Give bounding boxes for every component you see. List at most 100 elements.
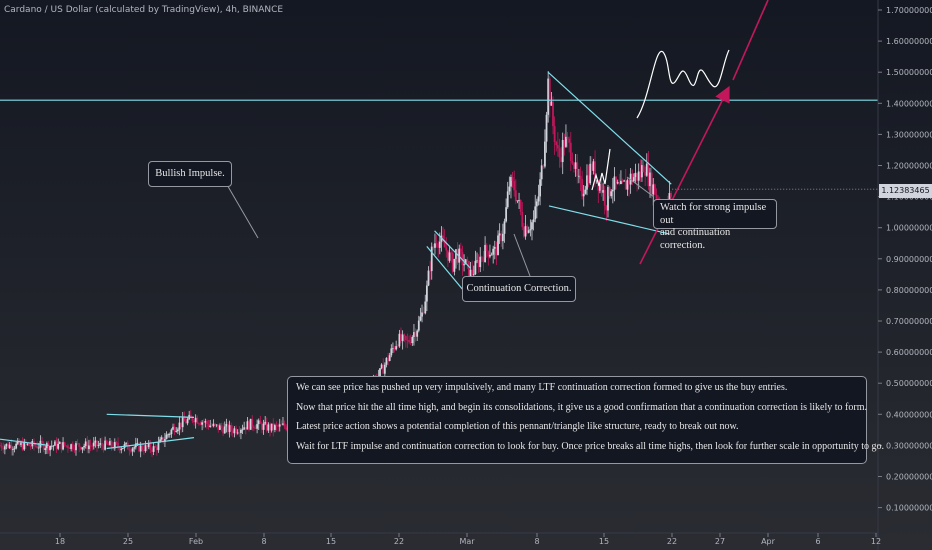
candle-body bbox=[550, 101, 553, 106]
projection-arrow[interactable] bbox=[639, 85, 730, 265]
candle-body bbox=[592, 161, 595, 171]
candle-body bbox=[251, 418, 254, 427]
candle-body bbox=[442, 235, 444, 241]
candle-body bbox=[256, 424, 259, 429]
candle-body bbox=[209, 425, 212, 428]
candle-body bbox=[207, 424, 210, 428]
candle-body bbox=[201, 422, 204, 425]
trendline-ltf-2-top[interactable] bbox=[106, 413, 195, 419]
trendline-ltf-3-top[interactable] bbox=[434, 230, 471, 269]
candle-body bbox=[83, 445, 85, 448]
candle-body bbox=[637, 171, 640, 181]
candle-body bbox=[615, 176, 617, 184]
time-tick-label: 6 bbox=[815, 537, 820, 546]
candle-body bbox=[497, 235, 499, 256]
candle-body bbox=[553, 126, 556, 143]
candle-body bbox=[273, 425, 276, 430]
candle-body bbox=[23, 441, 26, 450]
candle-body bbox=[626, 180, 629, 190]
time-tick-label: Apr bbox=[761, 537, 776, 546]
candle-body bbox=[71, 444, 74, 450]
candle-body bbox=[261, 423, 263, 430]
trendline-ltf-3-bot[interactable] bbox=[426, 245, 467, 294]
candle-body bbox=[474, 260, 477, 275]
candle-body bbox=[523, 226, 525, 237]
candle-body bbox=[220, 425, 223, 429]
candle-body bbox=[421, 312, 423, 317]
candle-body bbox=[18, 440, 21, 445]
candle-body bbox=[146, 445, 149, 448]
candle-body bbox=[618, 182, 621, 185]
price-tick-label: 1.40000000 bbox=[886, 99, 932, 108]
candle-body bbox=[55, 441, 58, 449]
trendline-pennant-top[interactable] bbox=[547, 71, 672, 185]
candle-body bbox=[86, 441, 89, 450]
price-tick-label: 0.60000000 bbox=[886, 348, 932, 357]
candle-body bbox=[463, 264, 465, 266]
candle-body bbox=[34, 445, 37, 447]
candle-body bbox=[120, 448, 123, 451]
candle-body bbox=[37, 447, 40, 449]
projection-line[interactable] bbox=[732, 0, 769, 81]
candle-body bbox=[8, 444, 11, 448]
candle-body bbox=[455, 249, 457, 259]
candle-body bbox=[164, 439, 166, 442]
candle-body bbox=[110, 441, 113, 447]
candle-body bbox=[569, 142, 572, 162]
candle-body bbox=[558, 148, 561, 158]
candle-body bbox=[417, 320, 420, 331]
candle-body bbox=[413, 332, 415, 337]
candle-body bbox=[183, 417, 186, 422]
candle-body bbox=[388, 355, 391, 361]
candle-body bbox=[217, 424, 220, 430]
candle-body bbox=[594, 161, 596, 182]
price-tick-label: 1.00000000 bbox=[886, 224, 932, 233]
candle-body bbox=[138, 443, 140, 452]
price-axis: 1.70000000 1.60000000 1.50000000 1.40000000… bbox=[877, 0, 932, 550]
candle-body bbox=[214, 423, 216, 425]
candle-body bbox=[480, 256, 483, 258]
candle-body bbox=[228, 425, 231, 432]
bullish-impulse-callout[interactable]: Bullish Impulse. bbox=[148, 161, 232, 187]
candle-body bbox=[160, 437, 163, 440]
candle-body bbox=[624, 180, 627, 190]
candle-body bbox=[545, 114, 548, 142]
projected-path-far[interactable] bbox=[636, 49, 730, 119]
candle-body bbox=[186, 419, 189, 424]
candle-body bbox=[552, 101, 554, 127]
candle-body bbox=[173, 426, 176, 432]
candle-body bbox=[243, 427, 246, 430]
candle-body bbox=[602, 190, 605, 193]
candle-body bbox=[435, 243, 438, 245]
candle-body bbox=[518, 200, 520, 201]
candle-body bbox=[450, 252, 453, 254]
candle-body bbox=[542, 165, 545, 167]
candle-body bbox=[215, 424, 218, 426]
watch-line-2: and continuation correction. bbox=[660, 227, 731, 251]
price-tick-label: 1.30000000 bbox=[886, 130, 932, 139]
candle-body bbox=[548, 78, 551, 106]
candle-body bbox=[505, 207, 508, 222]
candle-body bbox=[109, 441, 111, 446]
price-tick-label: 0.40000000 bbox=[886, 410, 932, 419]
projected-path-near[interactable] bbox=[591, 148, 611, 191]
analysis-note[interactable]: We can see price has pushed up very impu… bbox=[287, 376, 884, 464]
candle-body bbox=[529, 229, 532, 231]
candle-body bbox=[181, 417, 184, 428]
trendline-ltf-2-bot[interactable] bbox=[106, 437, 195, 450]
candle-body bbox=[62, 442, 64, 450]
candle-body bbox=[165, 434, 168, 440]
candle-body bbox=[172, 426, 174, 430]
candle-body bbox=[36, 445, 39, 448]
candle-body bbox=[392, 348, 394, 350]
trendline-ltf-1[interactable] bbox=[0, 438, 49, 446]
candle-body bbox=[514, 190, 517, 202]
trendline-pennant-bot[interactable] bbox=[548, 205, 670, 235]
candle-body bbox=[566, 136, 569, 139]
candle-body bbox=[16, 440, 19, 444]
candle-body bbox=[230, 425, 233, 431]
candle-body bbox=[99, 442, 102, 445]
continuation-correction-callout[interactable]: Continuation Correction. bbox=[462, 276, 576, 302]
watch-callout[interactable]: Watch for strong impulse out and continu… bbox=[653, 199, 777, 251]
